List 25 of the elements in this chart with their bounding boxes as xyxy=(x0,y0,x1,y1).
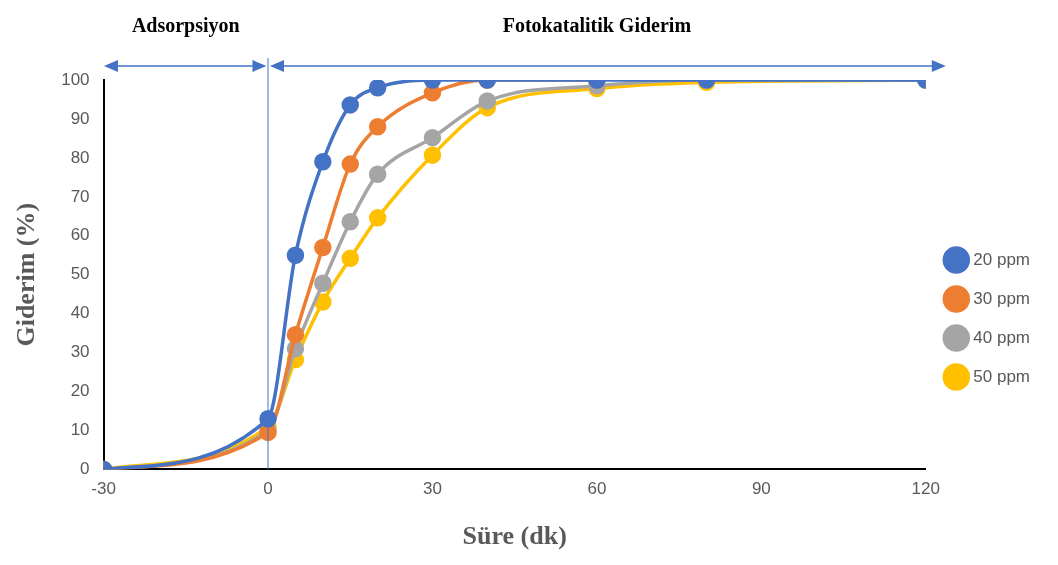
x-tick-label: 0 xyxy=(263,479,273,499)
y-tick-label: 30 xyxy=(70,342,90,362)
y-tick-label: 20 xyxy=(70,381,90,401)
legend-label: 30 ppm xyxy=(973,288,1030,308)
legend-label: 40 ppm xyxy=(973,327,1030,347)
y-axis-title: Giderim (%) xyxy=(11,202,41,347)
x-tick-label: 60 xyxy=(587,479,607,499)
x-tick-label: -30 xyxy=(91,479,116,499)
x-tick-label: 90 xyxy=(751,479,771,499)
y-tick-label: 50 xyxy=(70,264,90,284)
text: Fotokatalitik Giderim xyxy=(502,14,692,36)
text: Adsorpsiyon xyxy=(131,14,240,37)
legend-label: 50 ppm xyxy=(973,366,1030,386)
legend-label: 20 ppm xyxy=(973,249,1030,269)
x-tick-label: 120 xyxy=(911,479,940,499)
y-tick-label: 10 xyxy=(70,420,90,440)
y-tick-label: 100 xyxy=(61,69,90,89)
y-tick-label: 90 xyxy=(70,108,90,128)
x-axis-title: Süre (dk) xyxy=(462,521,567,551)
y-tick-label: 40 xyxy=(70,303,90,323)
y-tick-label: 70 xyxy=(70,186,90,206)
y-tick-label: 80 xyxy=(70,147,90,167)
x-tick-label: 30 xyxy=(423,479,442,499)
y-tick-label: 0 xyxy=(80,459,90,479)
y-tick-label: 60 xyxy=(70,225,90,245)
